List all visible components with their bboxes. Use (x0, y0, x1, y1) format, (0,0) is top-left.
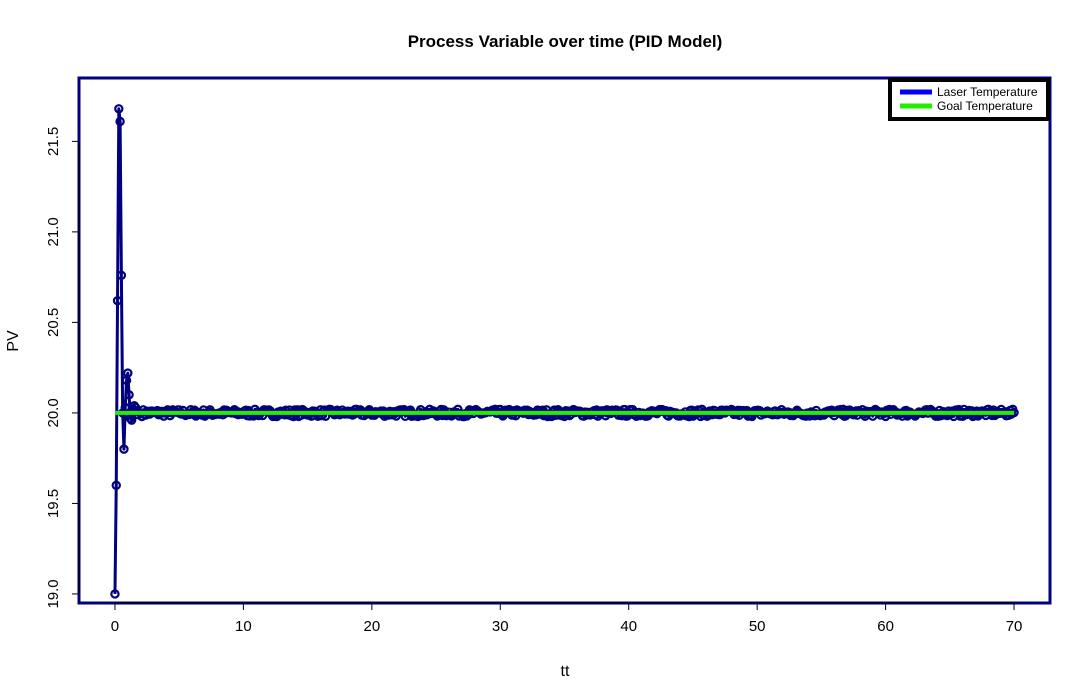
x-tick-label: 50 (749, 618, 766, 635)
laser-temperature-point (111, 480, 121, 491)
x-tick-label: 0 (111, 618, 119, 635)
y-tick-label: 19.0 (45, 579, 62, 608)
legend-label-goal-temperature: Goal Temperature (937, 99, 1033, 113)
legend: Laser Temperature Goal Temperature (888, 78, 1050, 121)
x-axis-label: tt (561, 663, 570, 680)
laser-temperature-point (110, 589, 120, 599)
laser-temperature-point (116, 270, 127, 281)
legend-box (888, 78, 1050, 121)
laser-temperature-point (114, 104, 124, 114)
y-tick-label: 21.0 (45, 217, 62, 246)
y-tick-label: 19.5 (45, 489, 62, 518)
plot-frame (77, 76, 1052, 605)
x-tick-label: 40 (620, 618, 637, 635)
y-axis: 19.0 19.5 20.0 20.5 21.0 21.5 (45, 127, 80, 609)
plot-area (110, 104, 1019, 599)
x-axis: 0 10 20 30 40 50 60 70 (111, 602, 1023, 635)
x-tick-label: 20 (363, 618, 380, 635)
y-tick-label: 20.0 (45, 398, 62, 427)
laser-temperature-point (115, 116, 125, 127)
y-tick-label: 20.5 (45, 308, 62, 337)
x-tick-label: 70 (1006, 618, 1023, 635)
laser-temperature-point (124, 390, 134, 400)
y-axis-label: PV (5, 330, 22, 352)
legend-label-laser-temperature: Laser Temperature (937, 85, 1038, 99)
x-tick-label: 60 (877, 618, 894, 635)
x-tick-label: 10 (235, 618, 252, 635)
x-tick-label: 30 (492, 618, 509, 635)
laser-temperature-point (123, 368, 133, 378)
chart-title: Process Variable over time (PID Model) (408, 32, 723, 51)
y-tick-label: 21.5 (45, 127, 62, 156)
laser-temperature-point (112, 295, 123, 306)
laser-temperature-point (119, 444, 129, 454)
laser-temperature-line (113, 107, 1016, 594)
